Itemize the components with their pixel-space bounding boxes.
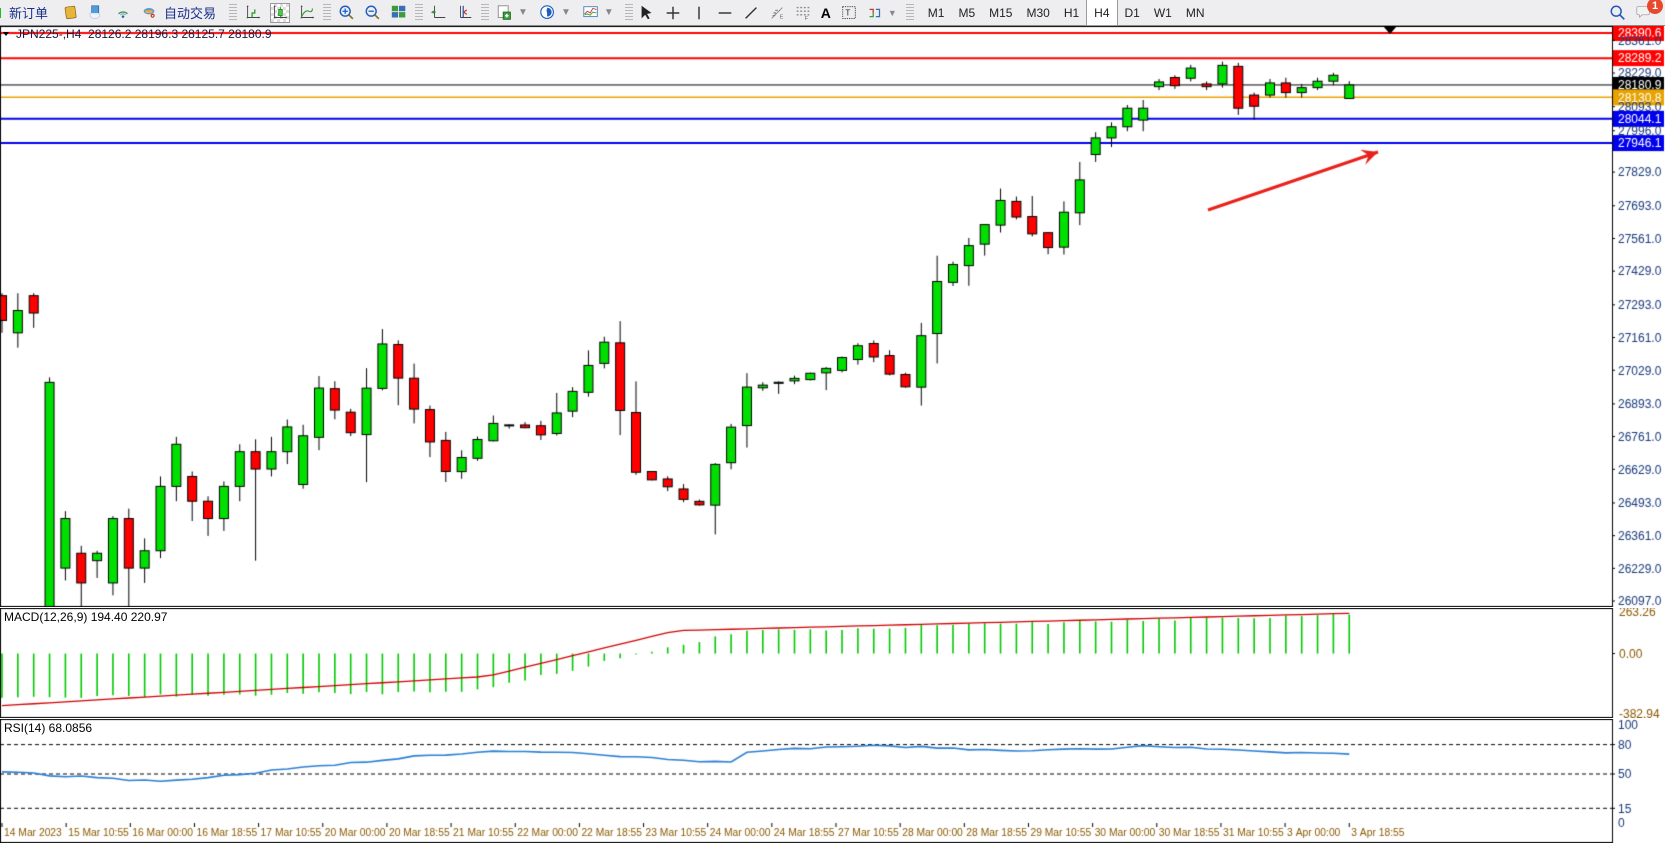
svg-text:F: F [805,16,809,22]
svg-text:E: E [779,14,783,20]
svg-text:T: T [845,8,850,17]
